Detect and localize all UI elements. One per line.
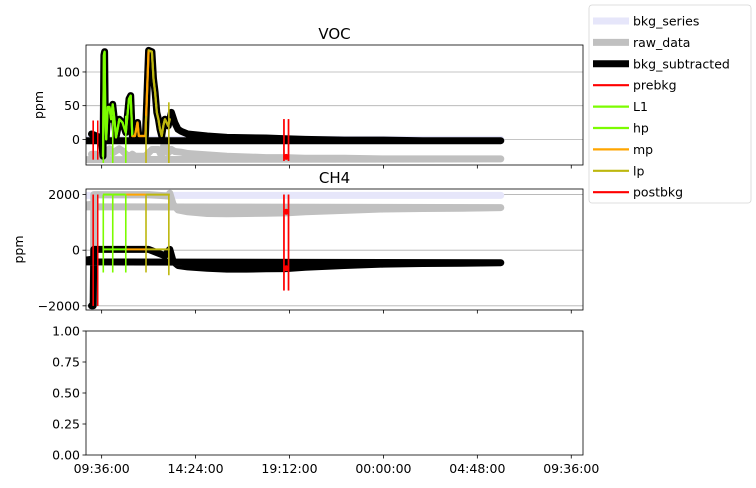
- bkg_subtracted-series: [86, 46, 505, 160]
- legend-label-L1: L1: [633, 99, 648, 114]
- x-tick-label: 09:36:00: [74, 461, 130, 476]
- lp-overlay: [148, 49, 171, 138]
- x-tick-label: 00:00:00: [355, 461, 411, 476]
- axes-frame: [85, 188, 584, 311]
- axes-frame: [85, 44, 584, 166]
- legend-label-bkg_series: bkg_series: [633, 14, 699, 29]
- axes-frame: [85, 330, 584, 456]
- panel-2: −2000 0 2000 CH4 ppm: [11, 169, 584, 314]
- panel-1: 0 50 100 VOC ppm: [31, 25, 584, 169]
- y-tick-label: 0: [72, 243, 80, 258]
- y-axis-label: ppm: [11, 235, 26, 263]
- y-axis-label: ppm: [31, 91, 46, 119]
- legend-frame: [588, 4, 752, 204]
- y-tick-label: 1.00: [52, 324, 80, 339]
- panel-title: CH4: [319, 169, 350, 187]
- x-tick-label: 14:24:00: [168, 461, 224, 476]
- y-tick-label: 0.50: [52, 386, 80, 401]
- bkg_subtracted-series: [86, 245, 505, 310]
- legend-label-bkg_subtracted: bkg_subtracted: [633, 56, 730, 71]
- y-tick-label: −2000: [38, 298, 80, 313]
- postbkg-marker: [283, 153, 290, 160]
- y-tick-label: 0.25: [52, 417, 80, 432]
- mp-overlay: [132, 50, 150, 138]
- legend-label-lp: lp: [633, 163, 644, 178]
- hp-overlay: [121, 94, 134, 137]
- legend-label-raw_data: raw_data: [633, 35, 690, 50]
- y-tick-label: 0.75: [52, 355, 80, 370]
- legend-label-hp: hp: [633, 121, 649, 136]
- postbkg-marker: [283, 208, 290, 215]
- y-tick-label: 50: [64, 98, 80, 113]
- raw_data-series: [86, 189, 505, 310]
- y-tick-label: 0.00: [52, 448, 80, 463]
- panel-title: VOC: [318, 25, 350, 43]
- legend-label-mp: mp: [633, 142, 653, 157]
- y-tick-label: 2000: [48, 187, 80, 202]
- plot-area: [86, 189, 505, 310]
- postbkg-marker: [283, 265, 290, 272]
- legend-label-postbkg: postbkg: [633, 185, 683, 200]
- x-tick-label: 04:48:00: [449, 461, 505, 476]
- L1-overlay: [101, 50, 124, 157]
- legend-label-prebkg: prebkg: [633, 78, 677, 93]
- y-tick-label: 100: [56, 64, 80, 79]
- x-tick-label: 09:36:00: [543, 461, 599, 476]
- plot-area: [86, 46, 505, 164]
- x-tick-label: 19:12:00: [261, 461, 317, 476]
- y-tick-label: 0: [72, 132, 80, 147]
- panel-3: 0.00 0.25 0.50 0.75 1.00 09:36:00 14:24:00 19:1…: [52, 324, 599, 477]
